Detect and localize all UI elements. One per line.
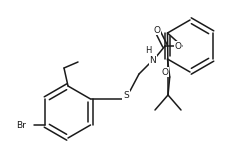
- Text: N: N: [150, 56, 156, 64]
- Text: O: O: [154, 25, 161, 35]
- Text: H: H: [145, 45, 151, 55]
- Text: O: O: [174, 41, 181, 51]
- Text: Br: Br: [17, 120, 27, 129]
- Text: S: S: [123, 91, 129, 100]
- Text: O: O: [161, 68, 168, 76]
